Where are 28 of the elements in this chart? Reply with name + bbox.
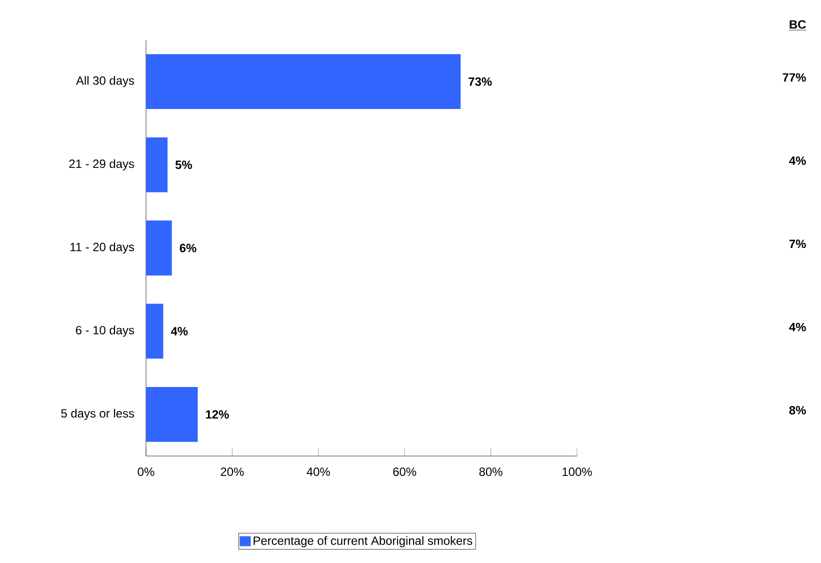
y-tick-label: 11 - 20 days	[70, 242, 134, 254]
text: 7%	[789, 240, 806, 248]
data-label: 4%	[170, 327, 188, 336]
x-tick-label: 80%	[479, 468, 502, 476]
y-tick-label: 21 - 29 days	[69, 159, 134, 170]
y-tick-label: 5 days or less	[61, 408, 134, 420]
y-tick-label: All 30 days	[76, 76, 134, 88]
text: 4%	[789, 322, 806, 332]
bar	[146, 137, 168, 192]
data-label: 5%	[175, 160, 192, 170]
text: 4%	[789, 156, 806, 165]
legend-label: Percentage of current Aboriginal smokers	[254, 536, 472, 548]
y-tick-label: 6 - 10 days	[76, 326, 134, 337]
data-label: 6%	[180, 244, 196, 252]
text: 8%	[789, 406, 806, 414]
x-tick-label: 100%	[562, 468, 592, 476]
text: BC	[790, 20, 806, 29]
bar	[146, 220, 172, 276]
x-tick-label: 0%	[138, 468, 154, 476]
text: 77%	[782, 73, 806, 82]
data-label: 12%	[206, 410, 229, 419]
x-tick-label: 40%	[306, 468, 330, 476]
bar	[146, 386, 198, 442]
x-tick-label: 60%	[393, 468, 416, 476]
bar	[146, 54, 461, 110]
data-label: 73%	[468, 77, 492, 86]
x-tick-label: 20%	[220, 468, 244, 476]
bar	[146, 304, 164, 359]
